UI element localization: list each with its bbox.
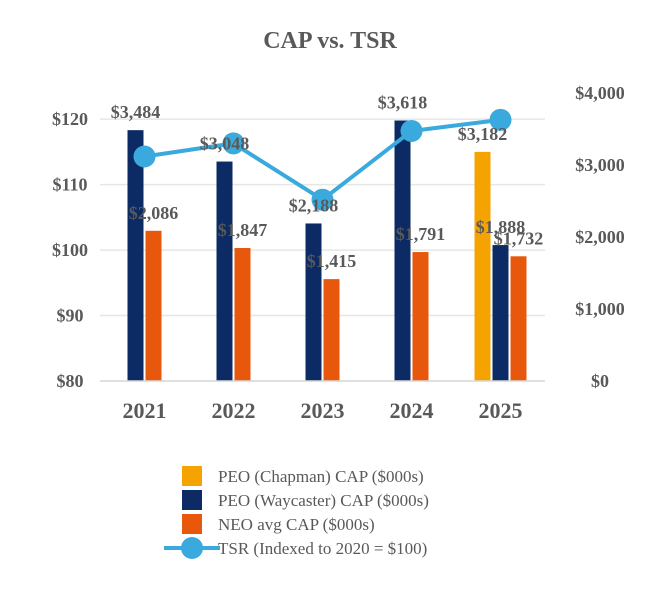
- bar-neo-avg-cap-000s: [145, 230, 162, 381]
- bar-data-label: $1,732: [494, 228, 544, 248]
- legend-entry-label: TSR (Indexed to 2020 = $100): [218, 539, 427, 558]
- bar-peo-chapman-cap-000s: [474, 151, 491, 381]
- x-tick-label: 2024: [390, 398, 434, 423]
- x-tick-label: 2023: [301, 398, 345, 423]
- bar-peo-waycaster-cap-000s: [305, 223, 322, 381]
- tsr-point: [400, 119, 423, 142]
- bar-data-label: $1,791: [396, 224, 446, 244]
- tsr-point: [133, 145, 156, 168]
- legend-swatch: [182, 466, 202, 486]
- bar-data-label: $1,888: [476, 217, 526, 237]
- y-left-tick-label: $90: [57, 306, 84, 326]
- legend-swatch: [182, 490, 202, 510]
- bar-neo-avg-cap-000s: [234, 248, 251, 381]
- bar-peo-waycaster-cap-000s: [492, 245, 509, 381]
- bar-data-label: $3,484: [111, 102, 161, 122]
- bar-peo-waycaster-cap-000s: [216, 161, 233, 381]
- bar-peo-waycaster-cap-000s: [394, 120, 411, 381]
- bar-peo-waycaster-cap-000s: [127, 130, 144, 381]
- y-right-tick-label: $4,000: [575, 83, 625, 103]
- x-tick-label: 2022: [212, 398, 256, 423]
- chart-title: CAP vs. TSR: [263, 28, 397, 54]
- tsr-line-series: [133, 108, 512, 211]
- y-right-tick-label: $1,000: [575, 299, 625, 319]
- y-left-tick-label: $80: [57, 371, 84, 391]
- tsr-point: [222, 132, 245, 155]
- legend-entry-label: PEO (Chapman) CAP ($000s): [218, 467, 424, 486]
- legend-entry-label: NEO avg CAP ($000s): [218, 515, 375, 534]
- legend: PEO (Chapman) CAP ($000s) PEO (Waycaster)…: [164, 466, 429, 559]
- tsr-line: [144, 117, 501, 202]
- bar-data-label: $3,618: [378, 93, 428, 113]
- bar-data-label: $1,415: [307, 251, 357, 271]
- y-right-tick-label: $2,000: [575, 227, 625, 247]
- bar-neo-avg-cap-000s: [510, 256, 527, 381]
- x-tick-label: 2021: [123, 398, 167, 423]
- y-left-tick-label: $100: [52, 240, 88, 260]
- y-right-tick-label: $0: [591, 371, 609, 391]
- bar-data-label: $2,086: [129, 203, 179, 223]
- data-labels: $3,484 $2,086 $3,048 $1,847 $2,188 $1,415 $3,6…: [111, 93, 544, 272]
- y-left-tick-label: $120: [52, 109, 88, 129]
- bar-data-label: $2,188: [289, 195, 339, 215]
- x-tick-label: 2025: [479, 398, 523, 423]
- y-left-tick-label: $110: [52, 175, 87, 195]
- legend-point-marker: [181, 537, 203, 559]
- tsr-point: [489, 108, 512, 131]
- y-right-tick-label: $3,000: [575, 155, 625, 175]
- bars: [127, 120, 527, 381]
- bar-data-label: $3,048: [200, 134, 250, 154]
- bar-neo-avg-cap-000s: [412, 252, 429, 381]
- tsr-point: [311, 188, 334, 211]
- bar-data-label: $1,847: [218, 220, 268, 240]
- legend-swatch: [182, 514, 202, 534]
- axes: $80 $90 $100 $110 $120 $0 $1,000 $2,000 $3,000 $4…: [52, 83, 625, 423]
- legend-entry-label: PEO (Waycaster) CAP ($000s): [218, 491, 429, 510]
- bar-neo-avg-cap-000s: [323, 279, 340, 381]
- bar-data-label: $3,182: [458, 124, 508, 144]
